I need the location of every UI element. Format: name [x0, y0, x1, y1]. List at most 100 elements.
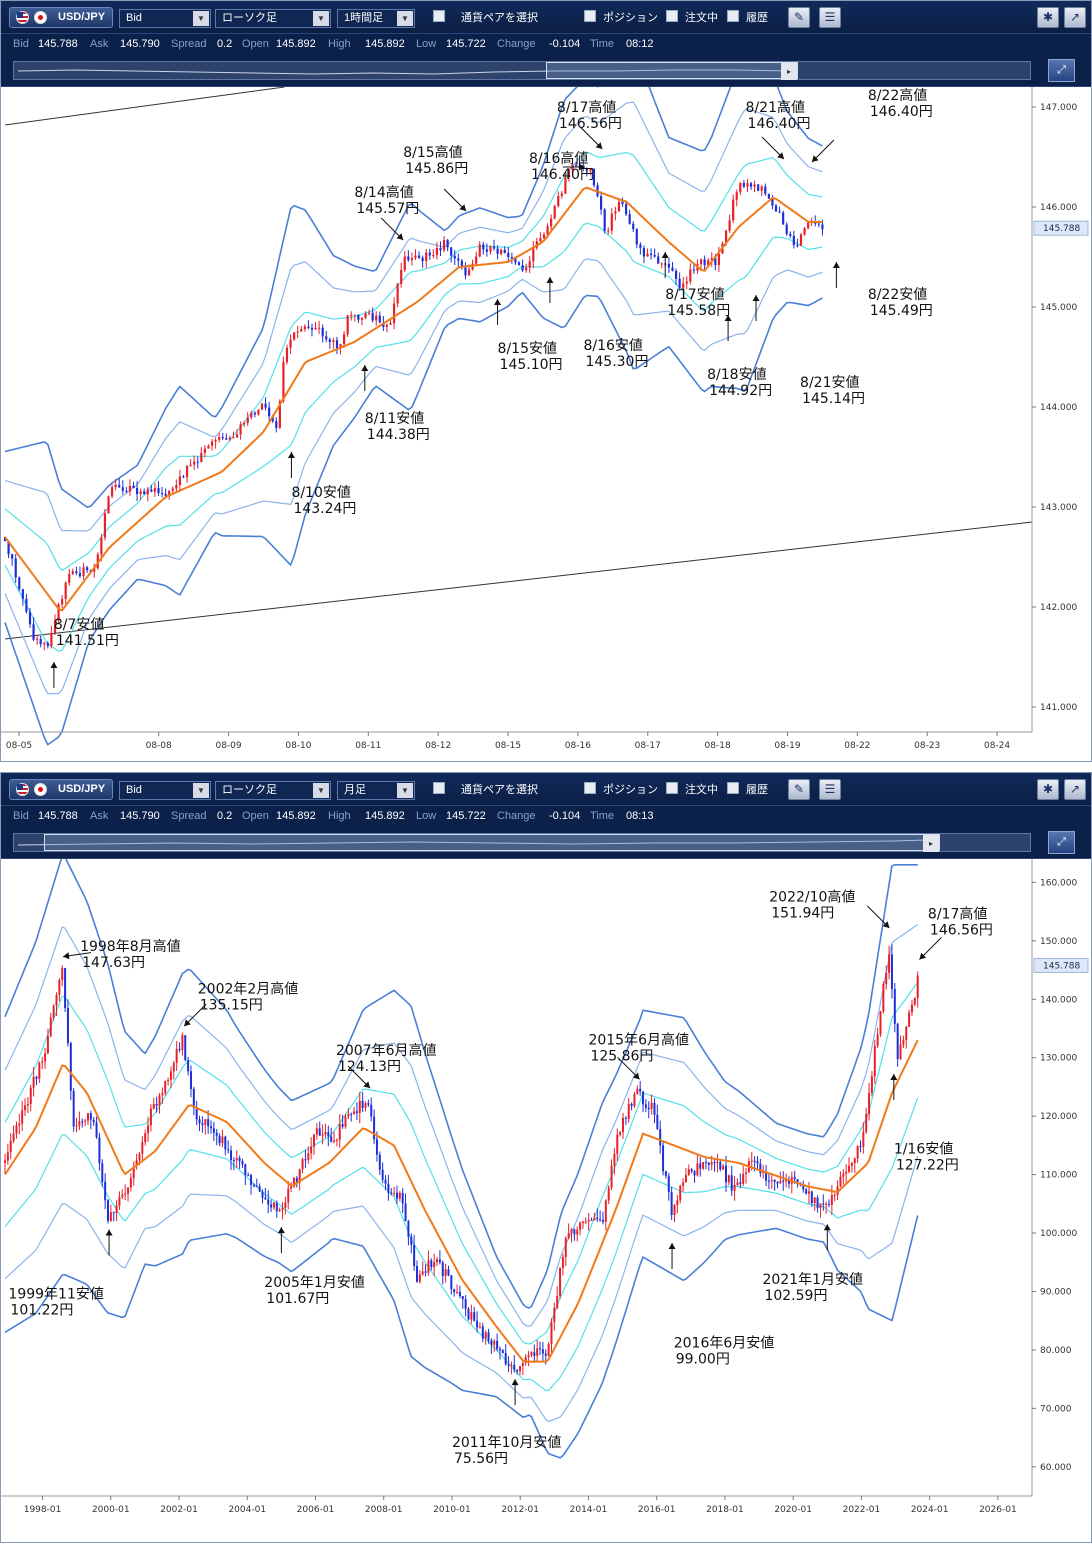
y-tick-label: 140.000 — [1040, 995, 1077, 1005]
history-checkbox[interactable] — [727, 782, 739, 794]
timeframe-select[interactable]: 1時間足 ▼ — [337, 9, 415, 28]
candle-body — [178, 1048, 181, 1051]
candle-body — [6, 1152, 9, 1161]
order-checkbox[interactable] — [666, 10, 678, 22]
timeframe-select[interactable]: 月足 ▼ — [337, 781, 415, 800]
candle-body — [333, 1140, 336, 1142]
candle-body — [796, 244, 799, 246]
gear-icon[interactable]: ✱ — [1037, 7, 1059, 28]
candle-body — [301, 1159, 304, 1170]
candle-body — [753, 1160, 756, 1162]
candle-body — [899, 1044, 902, 1059]
candle-body — [910, 1004, 913, 1013]
candle-body — [338, 1124, 341, 1140]
candle-body — [553, 205, 556, 219]
candle-body — [132, 1166, 135, 1179]
position-checkbox[interactable] — [584, 782, 596, 794]
order-checkbox[interactable] — [666, 782, 678, 794]
draw-tool-icon[interactable]: ✎ — [788, 7, 810, 28]
candle-body — [482, 244, 485, 250]
y-tick-label: 110.000 — [1040, 1171, 1077, 1181]
monthly-candlestick-chart[interactable]: 160.000 150.000 140.000 130.000 120.000 110.0… — [1, 859, 1091, 1542]
hourly-candlestick-chart[interactable]: 147.000 146.000 145.000 144.000 143.000 142.0… — [1, 87, 1091, 761]
annotation-arrowhead-icon — [661, 252, 669, 258]
candle-body — [250, 1175, 253, 1185]
chart-list-icon[interactable]: ☰ — [819, 7, 841, 28]
chart-type-select[interactable]: ローソク足 ▼ — [215, 9, 331, 28]
fit-window-icon[interactable]: ⤢ — [1048, 831, 1075, 854]
navigator-scrollbar[interactable]: ▸ — [13, 61, 1031, 80]
popout-icon[interactable]: ↗ — [1064, 779, 1086, 800]
candle-body — [361, 1100, 364, 1108]
fit-window-icon[interactable]: ⤢ — [1048, 59, 1075, 82]
popout-icon[interactable]: ↗ — [1064, 7, 1086, 28]
candle-body — [789, 233, 792, 236]
candle-body — [101, 1163, 104, 1182]
navigator-grip-icon[interactable]: ▸ — [923, 835, 939, 852]
select-pair-checkbox[interactable] — [433, 782, 445, 794]
bollinger-lower-3sigma-line — [4, 291, 823, 746]
candle-body — [416, 1265, 419, 1282]
candle-body — [25, 598, 28, 612]
candle-body — [224, 1136, 227, 1150]
candle-body — [716, 1161, 719, 1164]
candle-body — [244, 1164, 247, 1176]
currency-pair-button[interactable]: USD/JPY — [9, 779, 113, 800]
bollinger-upper-1sigma-line — [4, 151, 823, 572]
x-tick-label: 2024-01 — [911, 1505, 949, 1515]
select-pair-checkbox[interactable] — [433, 10, 445, 22]
price-type-select[interactable]: Bid ▼ — [119, 9, 211, 28]
history-checkbox[interactable] — [727, 10, 739, 22]
select-pair-label: 通貨ペアを選択 — [461, 12, 538, 24]
time-key: Time — [590, 38, 615, 50]
annotation-price: 146.40円 — [748, 116, 811, 132]
candle-body — [785, 224, 788, 234]
candle-body — [458, 1291, 461, 1297]
candle-body — [189, 1071, 192, 1089]
low-key: Low — [416, 38, 437, 50]
annotation-label: 8/22安値 — [868, 287, 927, 303]
candle-body — [387, 1183, 390, 1193]
navigator-scrollbar[interactable]: ▸ — [13, 833, 1031, 852]
candle-body — [544, 1353, 547, 1356]
candle-body — [275, 1202, 278, 1212]
candle-body — [724, 230, 728, 244]
position-label: ポジション — [603, 12, 658, 24]
candle-body — [407, 256, 410, 261]
draw-tool-icon[interactable]: ✎ — [788, 779, 810, 800]
chevron-down-icon: ▼ — [193, 11, 209, 26]
candle-body — [676, 1200, 679, 1206]
price-type-select[interactable]: Bid ▼ — [119, 781, 211, 800]
navigator-window-handle[interactable]: ▸ — [546, 62, 798, 80]
navigator-grip-icon[interactable]: ▸ — [781, 63, 797, 80]
candle-body — [603, 209, 606, 231]
candle-body — [152, 1103, 155, 1109]
chevron-down-icon: ▼ — [313, 783, 329, 798]
candle-body — [450, 1275, 453, 1290]
price-info-bar: Bid 145.788 Ask 145.790 Spread 0.2 Open … — [1, 806, 1091, 826]
candle-body — [93, 568, 96, 572]
candle-body — [762, 1172, 765, 1174]
candle-body — [204, 1119, 207, 1125]
candle-body — [400, 269, 403, 284]
currency-pair-button[interactable]: USD/JPY — [9, 7, 113, 28]
candle-body — [579, 1222, 582, 1230]
gear-icon[interactable]: ✱ — [1037, 779, 1059, 800]
candle-body — [41, 1061, 44, 1063]
annotation-price: 145.57円 — [356, 201, 419, 217]
candle-body — [212, 1128, 215, 1133]
candle-body — [673, 1205, 676, 1216]
candle-body — [78, 1121, 81, 1126]
candle-body — [525, 267, 528, 271]
bollinger-lower-2sigma-line — [4, 1155, 919, 1423]
candle-body — [627, 1103, 630, 1119]
chart-type-select[interactable]: ローソク足 ▼ — [215, 781, 331, 800]
candle-body — [647, 1107, 650, 1110]
candle-body — [57, 604, 60, 621]
annotation-price: 147.63円 — [82, 955, 145, 971]
navigator-window-handle[interactable]: ▸ — [44, 834, 940, 852]
candle-body — [596, 1217, 599, 1220]
chart-list-icon[interactable]: ☰ — [819, 779, 841, 800]
position-checkbox[interactable] — [584, 10, 596, 22]
candle-body — [115, 1205, 118, 1214]
